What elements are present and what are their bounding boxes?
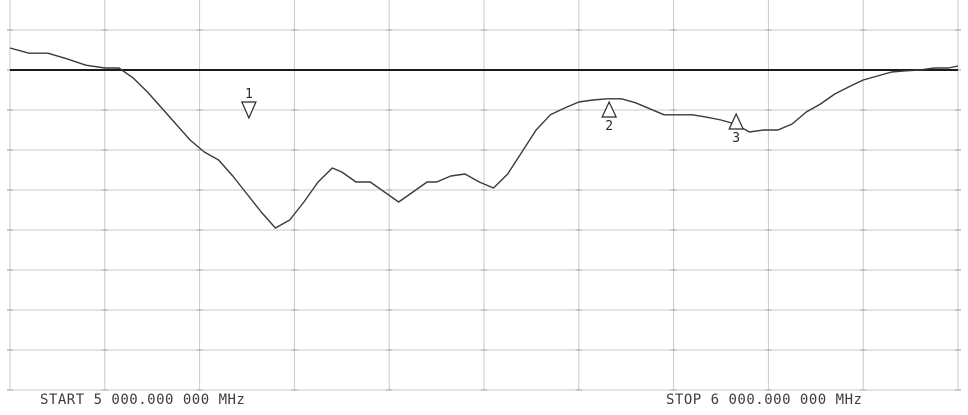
- trace-line: [9, 47, 959, 229]
- marker-set: 1 2 3: [240, 87, 745, 146]
- marker-number: 3: [732, 131, 740, 146]
- marker-2: 2: [601, 100, 618, 134]
- marker-1: 1: [240, 87, 257, 120]
- marker-number: 2: [605, 119, 613, 134]
- start-frequency-label: START 5 000.000 000 MHz: [40, 392, 246, 408]
- marker-triangle: [601, 100, 618, 118]
- marker-3: 3: [728, 112, 745, 146]
- stop-frequency-label: STOP 6 000.000 000 MHz: [666, 392, 863, 408]
- marker-number: 1: [245, 87, 253, 102]
- marker-triangle: [728, 112, 745, 130]
- plot-grid: [7, 0, 961, 391]
- marker-triangle: [240, 101, 257, 120]
